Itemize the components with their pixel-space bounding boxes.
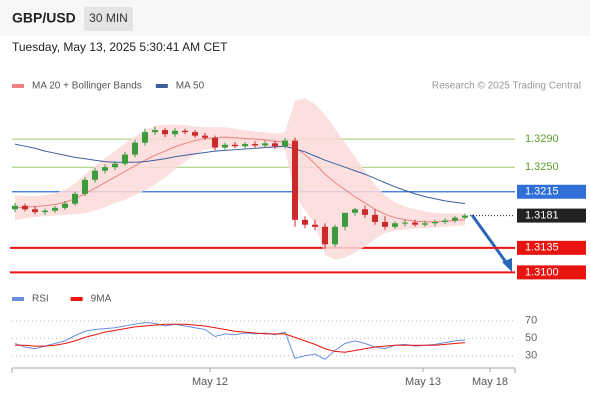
- candle-body: [92, 170, 98, 180]
- candle-body: [372, 214, 378, 222]
- level-label: 1.3100: [525, 266, 559, 278]
- candle-body: [312, 224, 318, 227]
- level-label: 1.3250: [525, 161, 559, 173]
- legend-swatch: [12, 297, 24, 301]
- candle-body: [342, 212, 348, 227]
- candle-body: [392, 223, 398, 227]
- x-tick-label: May 18: [472, 376, 508, 388]
- candle-body: [222, 144, 228, 148]
- level-box: [517, 208, 586, 223]
- candle-body: [82, 179, 88, 194]
- candle-body: [152, 130, 158, 133]
- legend-label: RSI: [32, 294, 49, 305]
- candle-body: [422, 223, 428, 225]
- legend-swatch: [155, 84, 168, 88]
- candle-body: [32, 209, 38, 213]
- candle-body: [402, 222, 408, 224]
- candle-body: [202, 135, 208, 138]
- bollinger-band: [15, 98, 465, 260]
- candle-body: [142, 132, 148, 143]
- timeframe: 30 MIN: [89, 11, 128, 25]
- candle-body: [212, 137, 218, 148]
- legend-swatch: [12, 84, 24, 88]
- candle-body: [262, 143, 268, 146]
- candle-body: [122, 154, 128, 164]
- candle-body: [62, 203, 68, 208]
- candle-body: [172, 130, 178, 135]
- level-label: 1.3215: [525, 186, 559, 198]
- candle-body: [102, 167, 108, 171]
- candle-body: [22, 205, 28, 210]
- legend-swatch: [70, 297, 83, 301]
- candle-body: [232, 144, 238, 147]
- chart-title: GBP/USD: [12, 10, 76, 26]
- candle-body: [332, 226, 338, 245]
- oscillator-line: [15, 323, 466, 353]
- candle-body: [452, 217, 458, 221]
- candle-body: [292, 140, 298, 220]
- timeframe-box: [84, 7, 133, 31]
- candle-body: [242, 144, 248, 147]
- candle-body: [272, 143, 278, 147]
- subtitle: Tuesday, May 13, 2025 5:30:41 AM CET: [12, 40, 228, 54]
- projection-arrow-head: [502, 258, 512, 272]
- legend-label: 9MA: [91, 294, 112, 305]
- y-tick-label: 30: [525, 350, 537, 362]
- level-label: 1.3135: [525, 242, 559, 254]
- candle-body: [322, 226, 328, 245]
- candle-body: [12, 205, 18, 210]
- level-label: 1.3181: [525, 209, 559, 221]
- candle-body: [352, 209, 358, 213]
- legend-label: MA 20 + Bollinger Bands: [32, 81, 142, 92]
- candle-body: [162, 130, 168, 135]
- ma-line: [14, 136, 466, 223]
- ma-line: [14, 143, 466, 205]
- source: Research © 2025 Trading Central: [432, 81, 581, 92]
- candle-body: [432, 221, 438, 224]
- candle-body: [382, 221, 388, 227]
- legend-label: MA 50: [176, 81, 205, 92]
- x-tick-label: May 12: [192, 376, 228, 388]
- candle-body: [192, 132, 198, 136]
- candle-body: [442, 220, 448, 222]
- candle-body: [412, 222, 418, 225]
- candle-body: [362, 209, 368, 215]
- candle-body: [132, 142, 138, 155]
- level-box: [517, 184, 586, 199]
- candle-body: [252, 144, 258, 146]
- candle-body: [182, 130, 188, 133]
- x-tick-label: May 13: [405, 376, 441, 388]
- y-tick-label: 50: [525, 332, 537, 344]
- candle-body: [52, 207, 58, 211]
- level-box: [517, 265, 586, 280]
- candle-body: [282, 140, 288, 147]
- candle-body: [302, 219, 308, 225]
- y-tick-label: 70: [525, 315, 537, 327]
- level-box: [517, 240, 586, 255]
- candle-body: [462, 215, 468, 218]
- candle-body: [112, 163, 118, 168]
- level-label: 1.3290: [525, 133, 559, 145]
- candle-body: [42, 210, 48, 213]
- candle-body: [72, 193, 78, 204]
- projection-arrow: [470, 214, 510, 266]
- oscillator-line: [14, 321, 466, 360]
